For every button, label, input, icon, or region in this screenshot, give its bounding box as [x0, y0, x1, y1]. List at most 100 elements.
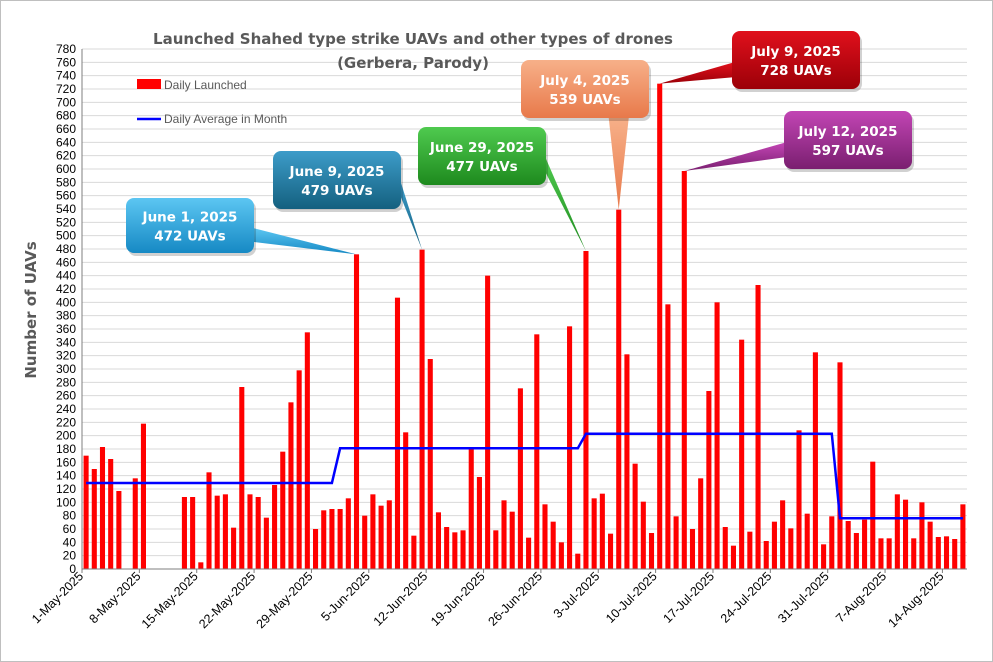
x-tick-label: 3-Jul-2025: [551, 569, 603, 621]
bar: [927, 521, 933, 569]
bar: [599, 493, 605, 569]
callout-pointer: [401, 182, 423, 250]
x-tick-label: 19-Jun-2025: [428, 569, 488, 629]
bar: [313, 529, 319, 569]
callout: July 9, 2025 728 UAVs: [659, 31, 862, 92]
bar: [435, 512, 441, 569]
callout-box: [732, 31, 860, 89]
bar: [329, 509, 335, 569]
bar: [632, 463, 638, 569]
bar: [829, 516, 835, 569]
y-tick-label: 740: [56, 69, 76, 83]
bar: [247, 494, 253, 569]
bar: [943, 536, 950, 569]
bar: [706, 391, 712, 569]
callout-box: [521, 60, 649, 118]
x-tick-label: 29-May-2025: [254, 569, 316, 631]
y-tick-label: 40: [63, 535, 77, 549]
callout-box: [784, 111, 912, 169]
bar: [763, 541, 769, 569]
callout-date: June 29, 2025: [429, 140, 534, 156]
y-tick-label: 640: [56, 135, 76, 149]
bar: [730, 545, 736, 569]
y-tick-label: 520: [56, 215, 76, 229]
y-tick-label: 680: [56, 109, 76, 123]
callout-date: July 4, 2025: [539, 73, 630, 89]
y-axis-ticks: 0204060801001201401601802002202402602803…: [56, 42, 76, 576]
y-tick-label: 700: [56, 95, 76, 109]
bar: [640, 501, 646, 569]
bar: [837, 362, 843, 569]
bar: [796, 430, 802, 569]
x-tick-label: 17-Jul-2025: [661, 569, 718, 626]
callout-box: [126, 198, 254, 253]
bar: [296, 370, 302, 569]
bar: [583, 251, 589, 569]
bar: [222, 494, 228, 569]
bar: [288, 402, 294, 569]
bar: [214, 495, 220, 569]
bar: [665, 304, 671, 569]
bar: [608, 533, 614, 569]
bar: [911, 538, 917, 569]
bar: [386, 500, 392, 569]
bar: [870, 461, 876, 569]
bar: [255, 497, 261, 569]
bar: [804, 513, 810, 569]
bar: [304, 332, 310, 569]
bar: [681, 171, 687, 569]
y-tick-label: 600: [56, 162, 76, 176]
y-tick-label: 480: [56, 242, 76, 256]
bar: [468, 447, 474, 569]
bar: [673, 516, 679, 569]
callout-pointer: [254, 228, 357, 255]
y-tick-label: 60: [63, 522, 77, 536]
bar: [493, 530, 499, 569]
y-tick-label: 280: [56, 375, 76, 389]
bar: [903, 499, 909, 569]
y-tick-label: 660: [56, 122, 76, 136]
y-tick-label: 420: [56, 282, 76, 296]
y-tick-label: 380: [56, 309, 76, 323]
bar: [181, 497, 187, 569]
bar: [476, 477, 482, 569]
x-tick-label: 22-May-2025: [196, 569, 258, 631]
y-tick-label: 20: [63, 549, 77, 563]
x-tick-label: 14-Aug-2025: [886, 569, 947, 630]
callout: June 9, 2025 479 UAVs: [273, 151, 423, 250]
bar: [960, 504, 966, 569]
bar: [657, 83, 663, 570]
bar: [542, 504, 548, 569]
bar: [108, 459, 114, 569]
bar: [526, 537, 532, 569]
x-tick-label: 10-Jul-2025: [603, 569, 660, 626]
y-tick-label: 200: [56, 429, 76, 443]
y-tick-label: 80: [63, 509, 77, 523]
bar: [616, 209, 622, 569]
y-tick-label: 540: [56, 202, 76, 216]
bar: [689, 529, 696, 569]
y-tick-label: 500: [56, 229, 76, 243]
bar: [263, 517, 269, 569]
y-tick-label: 260: [56, 389, 76, 403]
y-axis-label: Number of UAVs: [22, 241, 40, 378]
bar: [190, 497, 196, 569]
bar: [231, 527, 237, 569]
x-tick-label: 31-Jul-2025: [775, 569, 832, 626]
bar: [755, 285, 761, 569]
callout-value: 728 UAVs: [760, 63, 831, 79]
bar: [722, 527, 728, 569]
bar: [714, 302, 720, 569]
bar: [812, 352, 818, 569]
callout-value: 472 UAVs: [154, 229, 225, 245]
bar: [648, 533, 655, 569]
bar: [517, 388, 523, 569]
callout-date: June 9, 2025: [289, 164, 385, 180]
legend: Daily Launched Daily Average in Month: [137, 78, 287, 126]
callout-date: June 1, 2025: [142, 210, 238, 226]
y-tick-label: 620: [56, 149, 76, 163]
y-tick-label: 220: [56, 415, 76, 429]
bar: [886, 538, 892, 569]
bar: [501, 500, 507, 569]
